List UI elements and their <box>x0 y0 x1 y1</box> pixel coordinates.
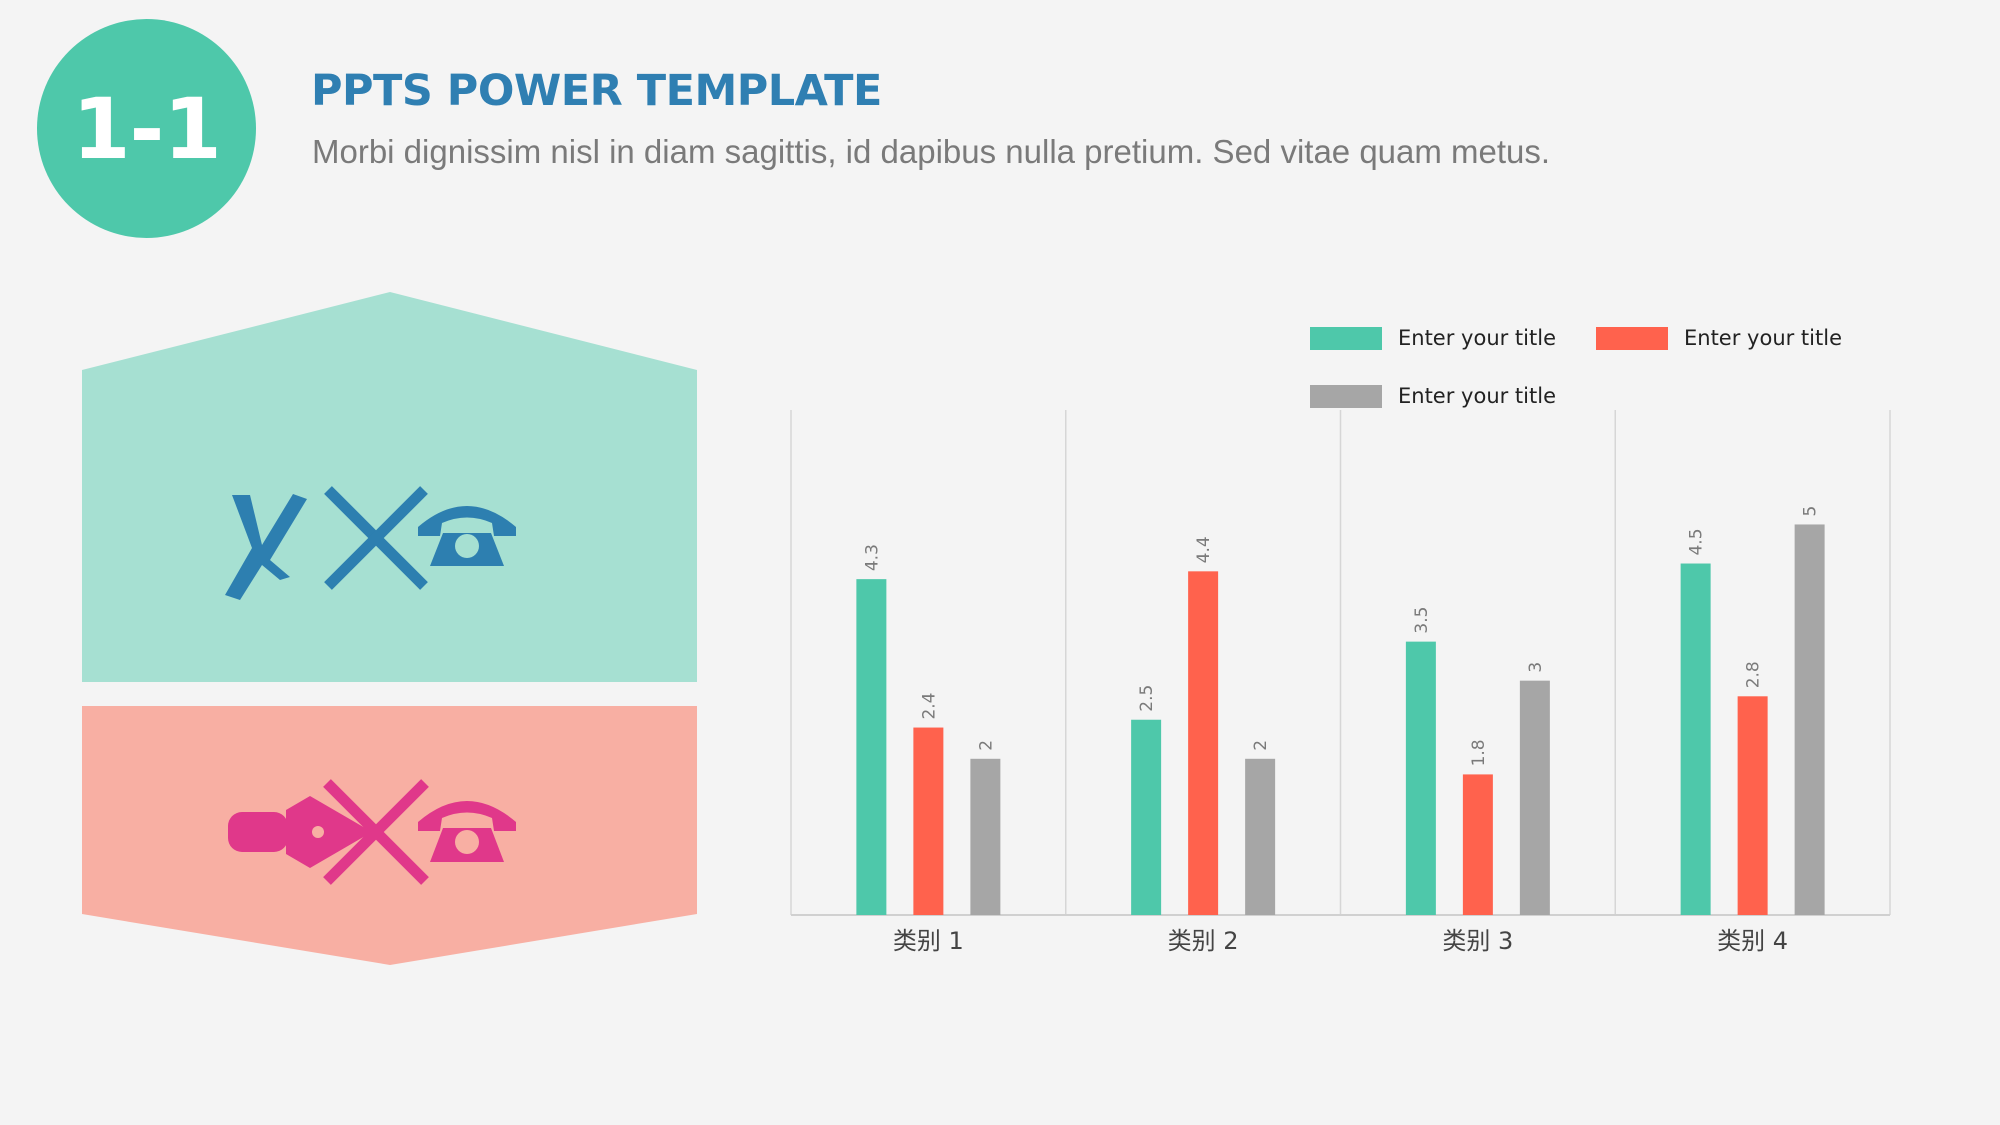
section-number: 1-1 <box>72 79 222 178</box>
legend-item: Enter your title <box>1310 326 1556 350</box>
data-label: 2.4 <box>919 692 939 719</box>
bar-series-1-cat-3 <box>1405 641 1436 915</box>
category-label: 类别 4 <box>1717 927 1788 955</box>
data-label: 5 <box>1801 506 1821 517</box>
legend-swatch <box>1310 384 1382 408</box>
data-label: 2 <box>1251 740 1271 751</box>
legend-item: Enter your title <box>1596 326 1842 350</box>
chart-bars <box>856 524 1825 915</box>
pen-nib-icon <box>225 494 307 600</box>
bar-series-2-cat-2 <box>1188 571 1219 915</box>
data-label: 2.8 <box>1744 661 1764 688</box>
bar-series-1-cat-2 <box>1131 719 1162 915</box>
bar-series-2-cat-1 <box>913 727 944 915</box>
legend-label: Enter your title <box>1684 326 1842 350</box>
data-label: 3.5 <box>1412 607 1432 634</box>
cross-icon <box>323 779 429 885</box>
data-label: 2 <box>976 740 996 751</box>
legend-swatch <box>1310 326 1382 350</box>
telephone-icon <box>418 801 516 862</box>
page-title: PPTS POWER TEMPLATE <box>311 66 882 116</box>
data-label: 4.4 <box>1194 536 1214 563</box>
category-label: 类别 2 <box>1168 927 1239 955</box>
bar-series-3-cat-3 <box>1519 680 1550 915</box>
bar-series-3-cat-4 <box>1794 524 1825 915</box>
page-subtitle: Morbi dignissim nisl in diam sagittis, i… <box>312 133 1551 170</box>
data-label: 4.5 <box>1687 528 1707 555</box>
bottom-panel-shape <box>82 706 697 965</box>
decorative-panels <box>82 292 697 965</box>
legend-label: Enter your title <box>1398 384 1556 408</box>
category-label: 类别 3 <box>1442 927 1513 955</box>
data-label: 2.5 <box>1137 685 1157 712</box>
legend-label: Enter your title <box>1398 326 1556 350</box>
bar-series-2-cat-3 <box>1462 774 1493 915</box>
fountain-pen-icon <box>228 796 372 868</box>
bar-series-1-cat-1 <box>856 579 887 915</box>
cross-icon <box>324 486 428 590</box>
section-badge: 1-1 <box>37 19 256 238</box>
bar-series-2-cat-4 <box>1737 696 1768 915</box>
category-label: 类别 1 <box>893 927 964 955</box>
bar-series-3-cat-1 <box>970 758 1001 915</box>
telephone-icon <box>418 506 516 566</box>
bar-series-1-cat-4 <box>1680 563 1711 915</box>
bar-series-3-cat-2 <box>1245 758 1276 915</box>
chart-category-labels: 类别 1 类别 2 类别 3 类别 4 <box>893 927 1788 955</box>
chart-data-labels: 4.3 2.4 2 2.5 4.4 2 3.5 1.8 3 4.5 2.8 5 <box>862 506 1820 767</box>
legend-item: Enter your title <box>1310 384 1556 408</box>
data-label: 4.3 <box>862 544 882 571</box>
chart-grid <box>790 410 1891 916</box>
data-label: 1.8 <box>1469 739 1489 766</box>
legend-swatch <box>1596 326 1668 350</box>
data-label: 3 <box>1526 662 1546 673</box>
